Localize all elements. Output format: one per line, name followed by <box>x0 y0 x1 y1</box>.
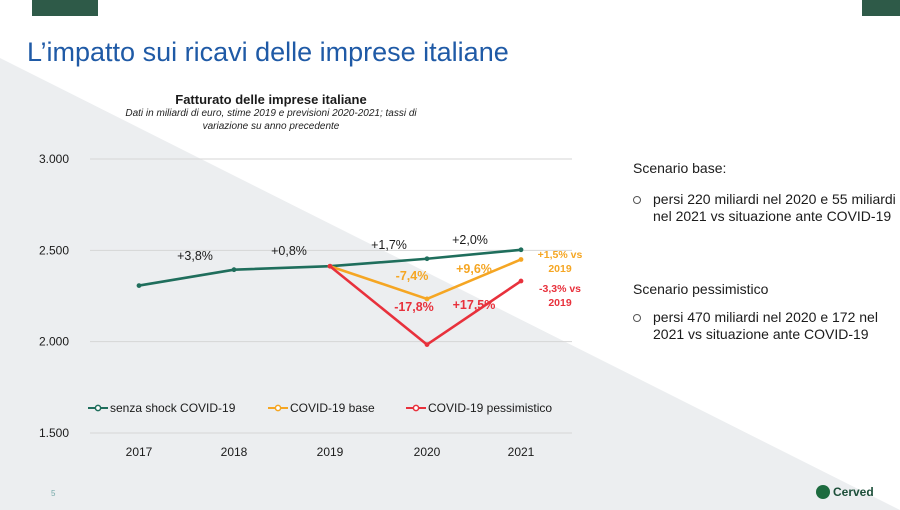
x-tick-label: 2021 <box>508 445 535 459</box>
data-point <box>136 283 142 288</box>
data-label: -3,3% vs <box>539 283 581 295</box>
x-tick-label: 2017 <box>126 445 153 459</box>
data-label: 2019 <box>548 297 572 309</box>
data-label: +0,8% <box>271 244 307 258</box>
bullet-circle-icon <box>633 196 641 204</box>
legend-label: COVID-19 base <box>290 401 375 415</box>
y-tick-label: 3.000 <box>39 152 69 166</box>
logo-text: Cerved <box>833 485 874 499</box>
data-point <box>231 267 237 273</box>
scenario-base-heading: Scenario base: <box>633 160 727 176</box>
corner-decoration <box>862 0 900 16</box>
scenario-base-text: persi 220 miliardi nel 2020 e 55 miliard… <box>653 191 896 224</box>
data-point <box>327 263 333 269</box>
legend-label: senza shock COVID-19 <box>110 401 236 415</box>
chart-title: Fatturato delle imprese italiane <box>175 92 367 107</box>
scenario-pessimistic-bullet: persi 470 miliardi nel 2020 e 172 nel 20… <box>633 309 900 343</box>
y-tick-label: 1.500 <box>39 426 69 440</box>
legend-marker <box>94 404 102 412</box>
scenario-pessimistic-text: persi 470 miliardi nel 2020 e 172 nel 20… <box>653 309 878 342</box>
data-label: +1,7% <box>371 238 407 252</box>
legend-marker <box>412 404 420 412</box>
data-label: +9,6% <box>456 262 492 276</box>
data-point <box>518 257 524 262</box>
legend-label: COVID-19 pessimistico <box>428 401 552 415</box>
data-label: -17,8% <box>394 300 434 314</box>
y-tick-label: 2.500 <box>39 243 69 257</box>
data-label: +1,5% vs <box>538 249 583 261</box>
x-tick-label: 2019 <box>317 445 344 459</box>
data-point <box>424 342 430 347</box>
x-tick-label: 2018 <box>221 445 248 459</box>
data-point <box>518 278 524 284</box>
legend-marker <box>274 404 282 412</box>
company-logo: Cerved <box>816 485 874 499</box>
y-tick-label: 2.000 <box>39 335 69 349</box>
data-label: -7,4% <box>396 269 429 283</box>
data-point <box>518 247 524 253</box>
data-label: +2,0% <box>452 233 488 247</box>
scenario-pessimistic-heading: Scenario pessimistico <box>633 281 769 297</box>
data-point <box>424 296 430 302</box>
chart-subtitle-line: variazione su anno precedente <box>202 121 340 132</box>
bullet-circle-icon <box>633 314 641 322</box>
corner-decoration <box>32 0 98 16</box>
chart-subtitle-line: Dati in miliardi di euro, stime 2019 e p… <box>125 108 417 119</box>
data-point <box>424 256 430 262</box>
chart-subtitle: Dati in miliardi di euro, stime 2019 e p… <box>94 107 448 133</box>
scenario-base-bullet: persi 220 miliardi nel 2020 e 55 miliard… <box>633 191 900 225</box>
logo-mark-icon <box>816 485 830 499</box>
slide-title: L’impatto sui ricavi delle imprese itali… <box>27 37 509 67</box>
data-label: 2019 <box>548 263 572 275</box>
x-tick-label: 2020 <box>414 445 441 459</box>
data-label: +17,5% <box>453 298 496 312</box>
page-number: 5 <box>51 489 56 498</box>
data-label: +3,8% <box>177 249 213 263</box>
